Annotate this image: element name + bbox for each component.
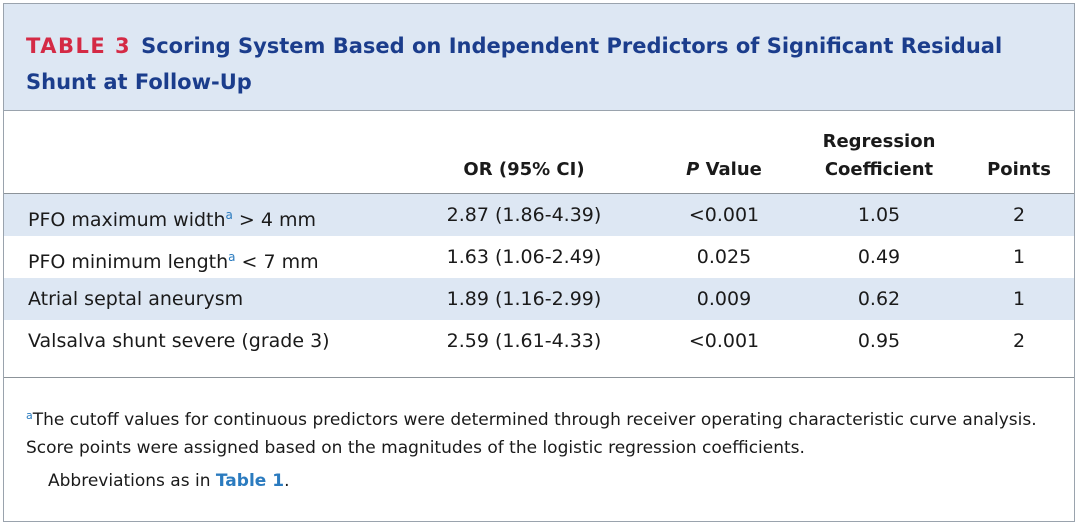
footnote-text: The cutoff values for continuous predict… xyxy=(26,410,1037,458)
row-p-value: <0.001 xyxy=(688,204,760,226)
row-points: 2 xyxy=(1012,204,1026,226)
row-or: 2.59 (1.61-4.33) xyxy=(446,330,602,352)
rc-line2: Coefficient xyxy=(824,159,934,180)
row-p-value: 0.009 xyxy=(696,288,752,310)
row-label: PFO minimum lengtha < 7 mm xyxy=(28,250,319,273)
column-header-regression-coefficient: Regression Coefficient xyxy=(804,128,954,184)
row-label: Atrial septal aneurysm xyxy=(28,288,244,310)
p-rest: Value xyxy=(699,159,762,180)
column-header-row: OR (95% CI) P Value Regression Coefficien… xyxy=(4,111,1074,194)
table-number: TABLE 3 xyxy=(26,34,132,58)
rc-line1: Regression xyxy=(822,131,936,152)
data-table: OR (95% CI) P Value Regression Coefficien… xyxy=(4,111,1074,362)
table-1-link[interactable]: Table 1 xyxy=(215,471,285,491)
row-points: 2 xyxy=(1012,330,1026,352)
abbreviations-note: Abbreviations as in Table 1. xyxy=(48,471,290,491)
column-header-p-value: P Value xyxy=(654,156,794,184)
row-points: 1 xyxy=(1012,288,1026,310)
row-or: 1.89 (1.16-2.99) xyxy=(446,288,602,310)
row-label: PFO maximum widtha > 4 mm xyxy=(28,208,317,231)
row-regression-coefficient: 0.95 xyxy=(857,330,901,352)
row-or: 1.63 (1.06-2.49) xyxy=(446,246,602,268)
column-header-or: OR (95% CI) xyxy=(463,159,585,180)
table-bottom-rule xyxy=(4,377,1074,378)
table-row: PFO minimum lengtha < 7 mm 1.63 (1.06-2.… xyxy=(4,236,1074,278)
row-regression-coefficient: 0.49 xyxy=(857,246,901,268)
column-header-points: Points xyxy=(987,159,1051,180)
table-row: PFO maximum widtha > 4 mm 2.87 (1.86-4.3… xyxy=(4,194,1074,236)
row-regression-coefficient: 0.62 xyxy=(857,288,901,310)
table-title: TABLE 3 Scoring System Based on Independe… xyxy=(26,28,1064,100)
p-italic: P xyxy=(686,159,700,180)
table-row: Valsalva shunt severe (grade 3) 2.59 (1.… xyxy=(4,320,1074,362)
row-or: 2.87 (1.86-4.39) xyxy=(446,204,602,226)
row-points: 1 xyxy=(1012,246,1026,268)
footnote-marker: a xyxy=(26,409,33,422)
row-p-value: <0.001 xyxy=(688,330,760,352)
row-regression-coefficient: 1.05 xyxy=(857,204,901,226)
row-p-value: 0.025 xyxy=(696,246,752,268)
table-header: TABLE 3 Scoring System Based on Independe… xyxy=(4,4,1074,111)
table-frame: TABLE 3 Scoring System Based on Independe… xyxy=(3,3,1075,522)
table-title-text: Scoring System Based on Independent Pred… xyxy=(26,34,1003,94)
table-footnote: aThe cutoff values for continuous predic… xyxy=(26,402,1056,462)
table-row: Atrial septal aneurysm 1.89 (1.16-2.99) … xyxy=(4,278,1074,320)
row-label: Valsalva shunt severe (grade 3) xyxy=(28,330,330,352)
